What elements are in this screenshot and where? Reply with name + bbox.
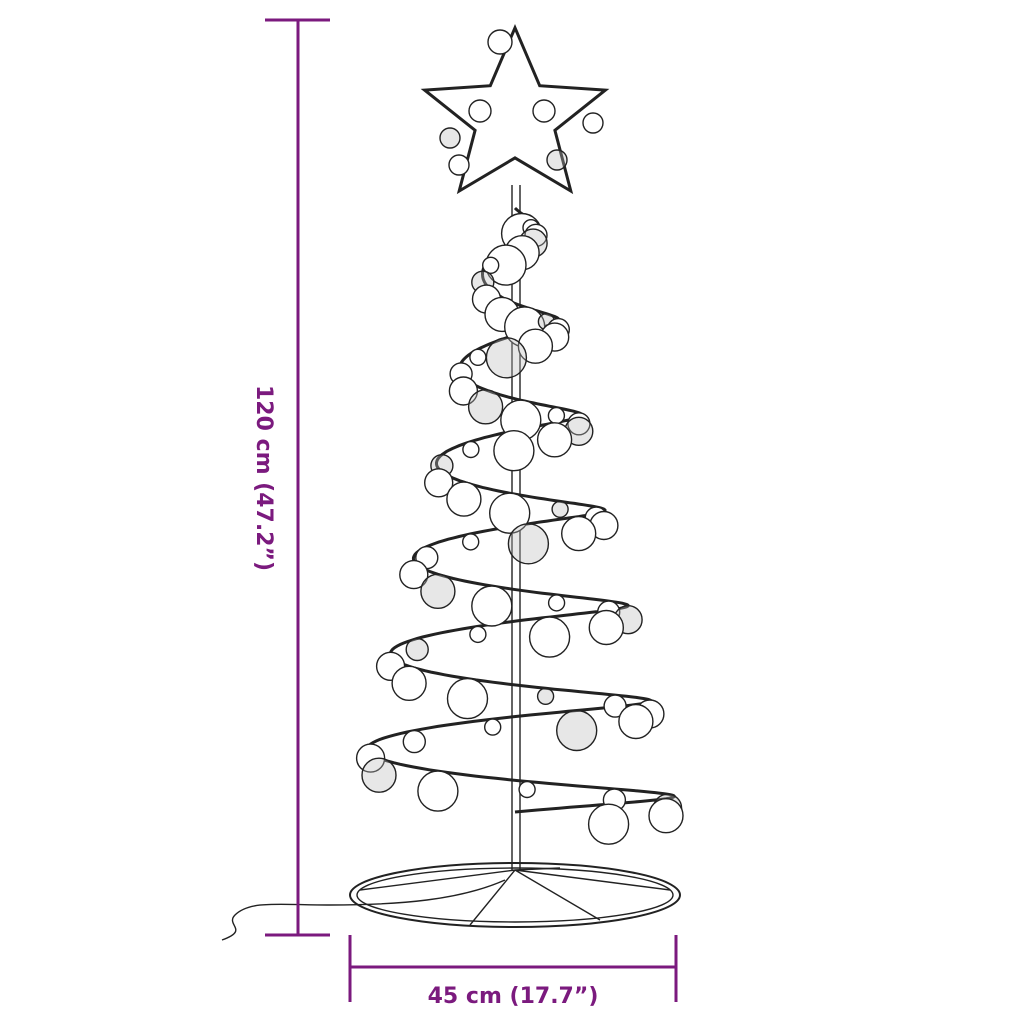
ornament-ball — [517, 328, 554, 364]
ornament-ball — [536, 422, 573, 458]
ornament-ball — [399, 559, 429, 590]
ornament-ball — [402, 729, 426, 754]
ornament-ball — [361, 757, 397, 793]
ornament-ball — [482, 256, 500, 274]
ornament-ball — [587, 803, 630, 845]
ornament-ball — [648, 798, 684, 834]
ornament-ball — [462, 440, 480, 459]
ornament-ball — [487, 29, 513, 55]
ornament-ball — [424, 468, 454, 498]
ornament-ball — [485, 337, 528, 379]
ornament-ball — [588, 609, 624, 646]
ornament-ball — [493, 430, 535, 472]
ornament-ball — [547, 594, 566, 612]
width-label: 45 cm (17.7”) — [428, 984, 599, 1009]
ornament-ball — [489, 492, 531, 534]
ornament-ball — [355, 743, 386, 773]
ornament-ball — [582, 112, 604, 134]
ornament-ball — [603, 694, 627, 718]
ornament-ball — [547, 406, 566, 425]
ornament-ball — [405, 637, 429, 662]
ornament-ball — [468, 99, 492, 123]
ornament-ball — [448, 154, 470, 176]
base-ring — [349, 862, 681, 928]
ornament-ball — [536, 687, 555, 705]
ornament-ball — [467, 389, 504, 425]
ornament-ball — [391, 665, 427, 701]
ornament-ball — [439, 127, 461, 149]
ornament-ball — [469, 348, 487, 366]
ornament-ball — [618, 703, 654, 740]
ornament-ball — [528, 616, 571, 658]
ornament-ball — [556, 709, 598, 752]
base-ring-inner — [356, 867, 674, 923]
spiral-christmas-tree-illustration — [221, 23, 684, 941]
ornament-ball — [462, 533, 480, 551]
ornament-ball — [551, 500, 569, 518]
ornament-ball — [471, 585, 513, 627]
ornament-ball — [518, 780, 536, 799]
width-dimension — [348, 935, 678, 1002]
height-dimension — [265, 18, 330, 937]
power-cable — [221, 879, 506, 941]
ornament-ball — [507, 523, 550, 565]
ornament-ball — [446, 677, 489, 720]
ornament-ball — [469, 625, 487, 644]
ornament-ball — [484, 718, 502, 736]
ornament-ball — [446, 481, 482, 517]
star-topper — [420, 23, 610, 195]
ornament-ball — [546, 149, 568, 171]
ornament-ball — [532, 99, 556, 123]
ornament-ball — [561, 515, 597, 552]
ornament-ball — [420, 573, 456, 609]
height-label: 120 cm (47.2”) — [251, 385, 276, 571]
ornaments — [355, 29, 684, 845]
ornament-ball — [417, 770, 459, 812]
base-legs — [359, 867, 671, 926]
